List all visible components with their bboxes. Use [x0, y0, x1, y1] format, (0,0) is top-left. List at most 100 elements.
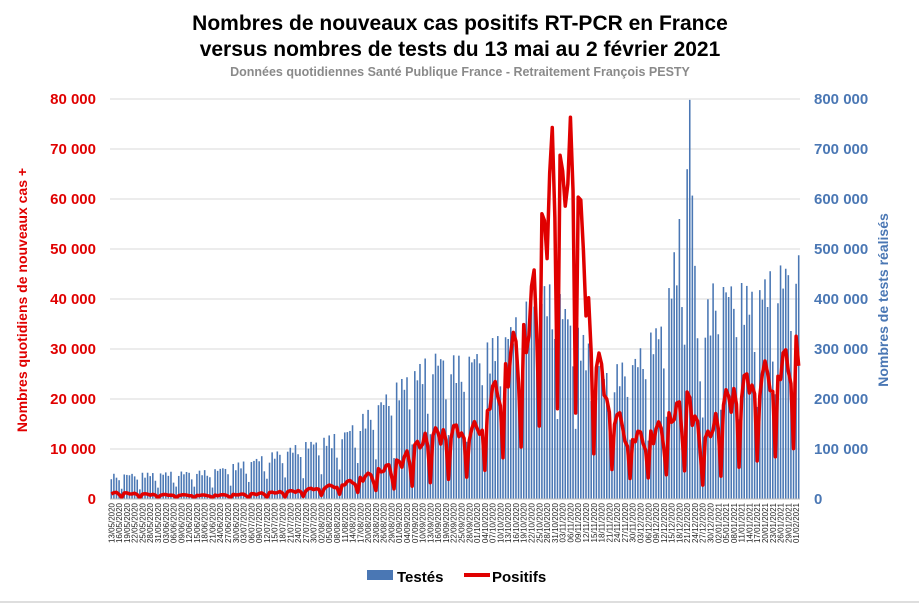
- x-tick-label: 07/10/2020: [489, 502, 498, 543]
- x-tick-label: 20/01/2021: [761, 502, 770, 543]
- tests-bar: [323, 437, 325, 499]
- tests-bar: [797, 255, 800, 499]
- tests-bar: [709, 335, 712, 499]
- tests-bar: [356, 463, 359, 499]
- x-tick-label: 16/05/2020: [115, 502, 124, 543]
- legend-label-tests: Testés: [397, 569, 443, 586]
- tests-bar: [198, 470, 201, 499]
- x-tick-label: 01/10/2020: [473, 502, 482, 543]
- x-tick-label: 02/01/2021: [714, 502, 723, 543]
- y-right-tick-label: 0: [814, 491, 822, 508]
- tests-bar: [292, 452, 294, 499]
- tests-bar: [159, 473, 162, 499]
- y-right-tick-label: 500 000: [814, 241, 868, 258]
- x-tick-label: 24/12/2020: [691, 502, 700, 543]
- x-tick-label: 12/11/2020: [582, 502, 591, 542]
- tests-bar: [497, 336, 499, 499]
- x-tick-label: 27/06/2020: [224, 502, 233, 543]
- tests-bar: [458, 355, 460, 499]
- tests-bar: [766, 307, 769, 499]
- tests-bar: [271, 452, 273, 499]
- x-tick-label: 13/09/2020: [426, 502, 435, 543]
- tests-bar: [349, 430, 351, 499]
- tests-bar: [779, 265, 782, 499]
- tests-bar: [237, 462, 240, 499]
- x-tick-label: 21/06/2020: [209, 502, 218, 543]
- tests-bar: [164, 472, 167, 499]
- tests-bar: [380, 402, 382, 499]
- x-tick-label: 03/11/2020: [559, 502, 568, 542]
- tests-bar: [561, 319, 564, 499]
- tests-bar: [110, 479, 113, 499]
- tests-bar: [691, 195, 694, 499]
- tests-bar: [144, 477, 146, 499]
- tests-bar: [580, 360, 582, 499]
- tests-bar: [605, 373, 608, 499]
- y-right-tick-label: 800 000: [814, 91, 868, 108]
- x-tick-label: 29/08/2020: [387, 502, 396, 543]
- x-tick-label: 16/10/2020: [512, 502, 521, 543]
- x-tick-label: 14/01/2021: [745, 502, 754, 543]
- x-tick-label: 15/07/2020: [271, 502, 280, 543]
- tests-bar: [541, 303, 543, 499]
- x-tick-label: 30/06/2020: [232, 502, 241, 543]
- x-tick-label: 08/01/2021: [730, 502, 739, 543]
- x-tick-label: 03/07/2020: [240, 502, 249, 543]
- tests-bar: [333, 433, 336, 499]
- tests-bar: [419, 363, 421, 499]
- tests-bar: [229, 485, 232, 499]
- tests-bar: [525, 301, 528, 499]
- tests-bar: [424, 358, 426, 499]
- x-tick-label: 23/01/2021: [769, 502, 778, 543]
- tests-bar: [395, 382, 398, 499]
- x-tick-label: 06/06/2020: [170, 502, 179, 543]
- tests-bar: [681, 307, 683, 499]
- tests-bar: [743, 324, 746, 499]
- tests-bar: [401, 378, 403, 499]
- tests-bar: [310, 441, 312, 499]
- tests-bar: [408, 409, 411, 499]
- x-tick-label: 04/09/2020: [403, 502, 412, 543]
- tests-bar: [279, 454, 281, 499]
- y-right-tick-label: 300 000: [814, 341, 868, 358]
- tests-bar: [678, 219, 681, 499]
- tests-bar: [250, 462, 253, 499]
- x-tick-label: 10/10/2020: [496, 502, 505, 543]
- tests-bar: [162, 474, 164, 499]
- x-tick-label: 03/06/2020: [162, 502, 171, 543]
- x-tick-label: 18/06/2020: [201, 502, 210, 543]
- tests-bar: [284, 477, 286, 499]
- tests-bar: [538, 405, 541, 499]
- tests-bar: [242, 461, 245, 499]
- x-tick-label: 15/06/2020: [193, 502, 202, 543]
- y-axis-right: 0 100 000 200 000 300 000 400 000 500 000 600 …: [814, 91, 868, 508]
- tests-bar: [382, 404, 385, 499]
- x-tick-label: 01/02/2021: [792, 502, 801, 543]
- tests-bar: [227, 474, 229, 499]
- tests-bar: [120, 488, 123, 499]
- y-left-tick-label: 30 000: [50, 341, 96, 358]
- x-tick-label: 12/07/2020: [263, 502, 272, 543]
- tests-bar: [139, 489, 141, 499]
- x-tick-label: 19/05/2020: [123, 502, 132, 543]
- tests-bar: [618, 386, 621, 499]
- x-tick-label: 21/11/2020: [605, 502, 614, 542]
- tests-bar: [761, 299, 764, 499]
- tests-bar: [266, 478, 268, 499]
- x-tick-label: 29/01/2021: [784, 502, 793, 543]
- tests-bar: [748, 314, 751, 499]
- tests-bar: [201, 475, 203, 499]
- x-tick-label: 11/01/2021: [738, 502, 747, 542]
- tests-bar: [133, 476, 136, 499]
- tests-bar: [403, 389, 406, 499]
- y-left-tick-label: 50 000: [50, 241, 96, 258]
- x-tick-label: 06/11/2020: [566, 502, 575, 542]
- tests-bar: [515, 317, 517, 499]
- tests-bar: [346, 432, 349, 499]
- tests-bar: [209, 477, 211, 499]
- tests-bar: [183, 474, 185, 499]
- tests-bar: [644, 379, 647, 499]
- x-tick-label: 28/09/2020: [465, 502, 474, 543]
- tests-bar: [764, 279, 766, 499]
- x-tick-label: 21/07/2020: [286, 502, 295, 543]
